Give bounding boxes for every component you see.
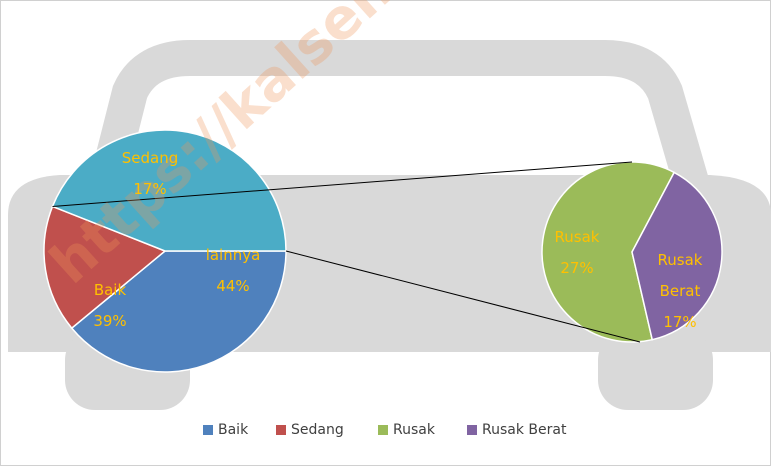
legend-item: Baik — [203, 422, 248, 438]
data-label-value: 44% — [216, 277, 250, 295]
data-label-value: 27% — [560, 259, 594, 277]
data-label-name: Rusak — [554, 228, 600, 246]
pie-slice — [43, 205, 167, 330]
legend-swatch — [467, 425, 477, 435]
car-wheel — [598, 330, 713, 410]
data-label: Rusak Berat 17% — [653, 245, 708, 338]
connector-line — [52, 161, 633, 207]
car-roof — [77, 40, 723, 236]
legend-label: Baik — [218, 422, 249, 438]
legend-item: Sedang — [276, 422, 344, 438]
legend-item: Rusak Berat — [467, 422, 566, 438]
legend-label: Sedang — [291, 422, 344, 438]
data-label-name: lainnya — [205, 246, 261, 264]
data-label: lainnya 44% — [198, 240, 268, 302]
data-label-value: 39% — [93, 312, 127, 330]
legend-swatch — [203, 425, 213, 435]
data-label: Baik 39% — [80, 275, 140, 337]
legend-swatch — [378, 425, 388, 435]
data-label: Sedang 17% — [115, 143, 185, 205]
legend-label: Rusak Berat — [482, 422, 567, 438]
pie-slice — [51, 129, 287, 252]
legend-label: Rusak — [393, 422, 435, 438]
legend-item: Rusak — [378, 422, 435, 438]
pie-slice — [631, 171, 723, 341]
data-label-value: 17% — [133, 180, 167, 198]
data-label-name: Rusak Berat — [657, 251, 703, 300]
data-label-name: Baik — [93, 281, 127, 299]
connector-line — [285, 250, 641, 343]
data-label-name: Sedang — [121, 149, 179, 167]
data-label-value: 17% — [663, 313, 697, 331]
pie-slice — [70, 250, 287, 373]
data-label: Rusak 27% — [547, 222, 607, 284]
legend-swatch — [276, 425, 286, 435]
